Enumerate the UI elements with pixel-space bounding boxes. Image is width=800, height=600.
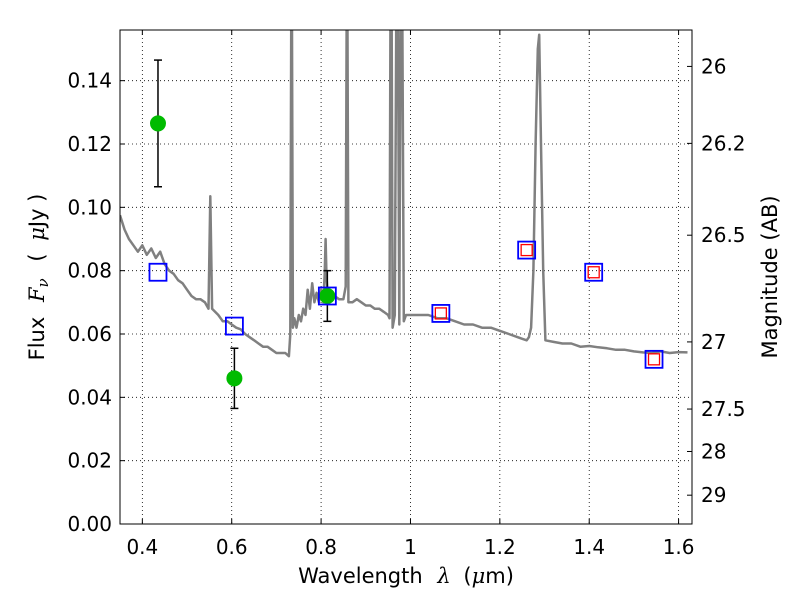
y2-tick-label: 29 xyxy=(701,483,726,507)
axes: 0.4 0.6 0.8 1 1.2 1.4 1.6 0.00 0.02 0.04 0.06 0.08 0… xyxy=(67,30,746,559)
y2-tick-label: 26 xyxy=(701,54,726,78)
y-axis-title-unit-mu: μ xyxy=(25,227,49,241)
y-tick-label: 0.04 xyxy=(67,385,112,409)
model-flux-square xyxy=(644,349,664,369)
y-axis-title-symbol-sub: ν xyxy=(34,278,52,287)
x-tick-label: 0.8 xyxy=(305,535,337,559)
plot-area xyxy=(120,30,688,410)
y-axis-title-unit-open: ( xyxy=(25,253,49,261)
y2-tick-label: 27 xyxy=(701,330,726,354)
x-axis-title-unit-open: ( xyxy=(463,564,471,588)
model-flux-square xyxy=(584,262,604,282)
model-flux-square xyxy=(317,286,337,306)
observed-flux-point xyxy=(149,115,166,132)
x-axis-title-symbol: λ xyxy=(436,564,450,588)
y-tick-label: 0.12 xyxy=(67,132,112,156)
y-axis-title: Flux Fν ( μJy ) xyxy=(25,194,53,361)
y2-tick-label: 26.5 xyxy=(701,223,746,247)
model-flux-inner-square xyxy=(587,266,600,279)
y2-axis-title: Magnitude (AB) xyxy=(758,195,782,358)
x-tick-label: 1.2 xyxy=(484,535,516,559)
y-axis-title-symbol: F xyxy=(25,286,49,303)
y-tick-label: 0.14 xyxy=(67,69,112,93)
y2-tick-label: 27.5 xyxy=(701,397,746,421)
model-flux-square xyxy=(431,304,451,323)
x-axis-title-text: Wavelength xyxy=(298,564,423,588)
model-flux-inner-square xyxy=(434,307,448,320)
observed-flux-point xyxy=(226,370,243,387)
model-flux-square xyxy=(148,262,168,282)
model-flux-inner-square xyxy=(647,353,661,366)
x-tick-label: 0.6 xyxy=(216,535,248,559)
model-flux-inner-square xyxy=(520,243,533,257)
y-tick-label: 0.02 xyxy=(67,449,112,473)
plot-frame xyxy=(119,29,693,525)
model-flux-square xyxy=(224,316,244,336)
x-axis-title-unit-mu: μ xyxy=(472,564,486,588)
x-tick-label: 1 xyxy=(404,535,417,559)
y-axis-title-unit-rest: Jy ) xyxy=(25,194,49,230)
x-tick-label: 1.6 xyxy=(663,535,695,559)
grid-lines xyxy=(120,30,692,525)
x-tick-label: 1.4 xyxy=(573,535,605,559)
y-tick-label: 0.10 xyxy=(67,195,112,219)
x-axis-title-unit-rest: m) xyxy=(485,564,514,588)
spectrum-line xyxy=(120,30,688,358)
x-tick-label: 0.4 xyxy=(126,535,158,559)
x-axis-title: Wavelength λ (μm) xyxy=(298,564,514,588)
y-tick-label: 0.06 xyxy=(67,322,112,346)
y-tick-label: 0.00 xyxy=(67,512,112,536)
y2-tick-label: 26.2 xyxy=(701,131,746,155)
y2-tick-label: 28 xyxy=(701,439,726,463)
observed-flux-point xyxy=(319,288,336,304)
y-tick-label: 0.08 xyxy=(67,259,112,283)
model-flux-square xyxy=(517,240,537,260)
y-axis-title-text: Flux xyxy=(25,317,49,361)
